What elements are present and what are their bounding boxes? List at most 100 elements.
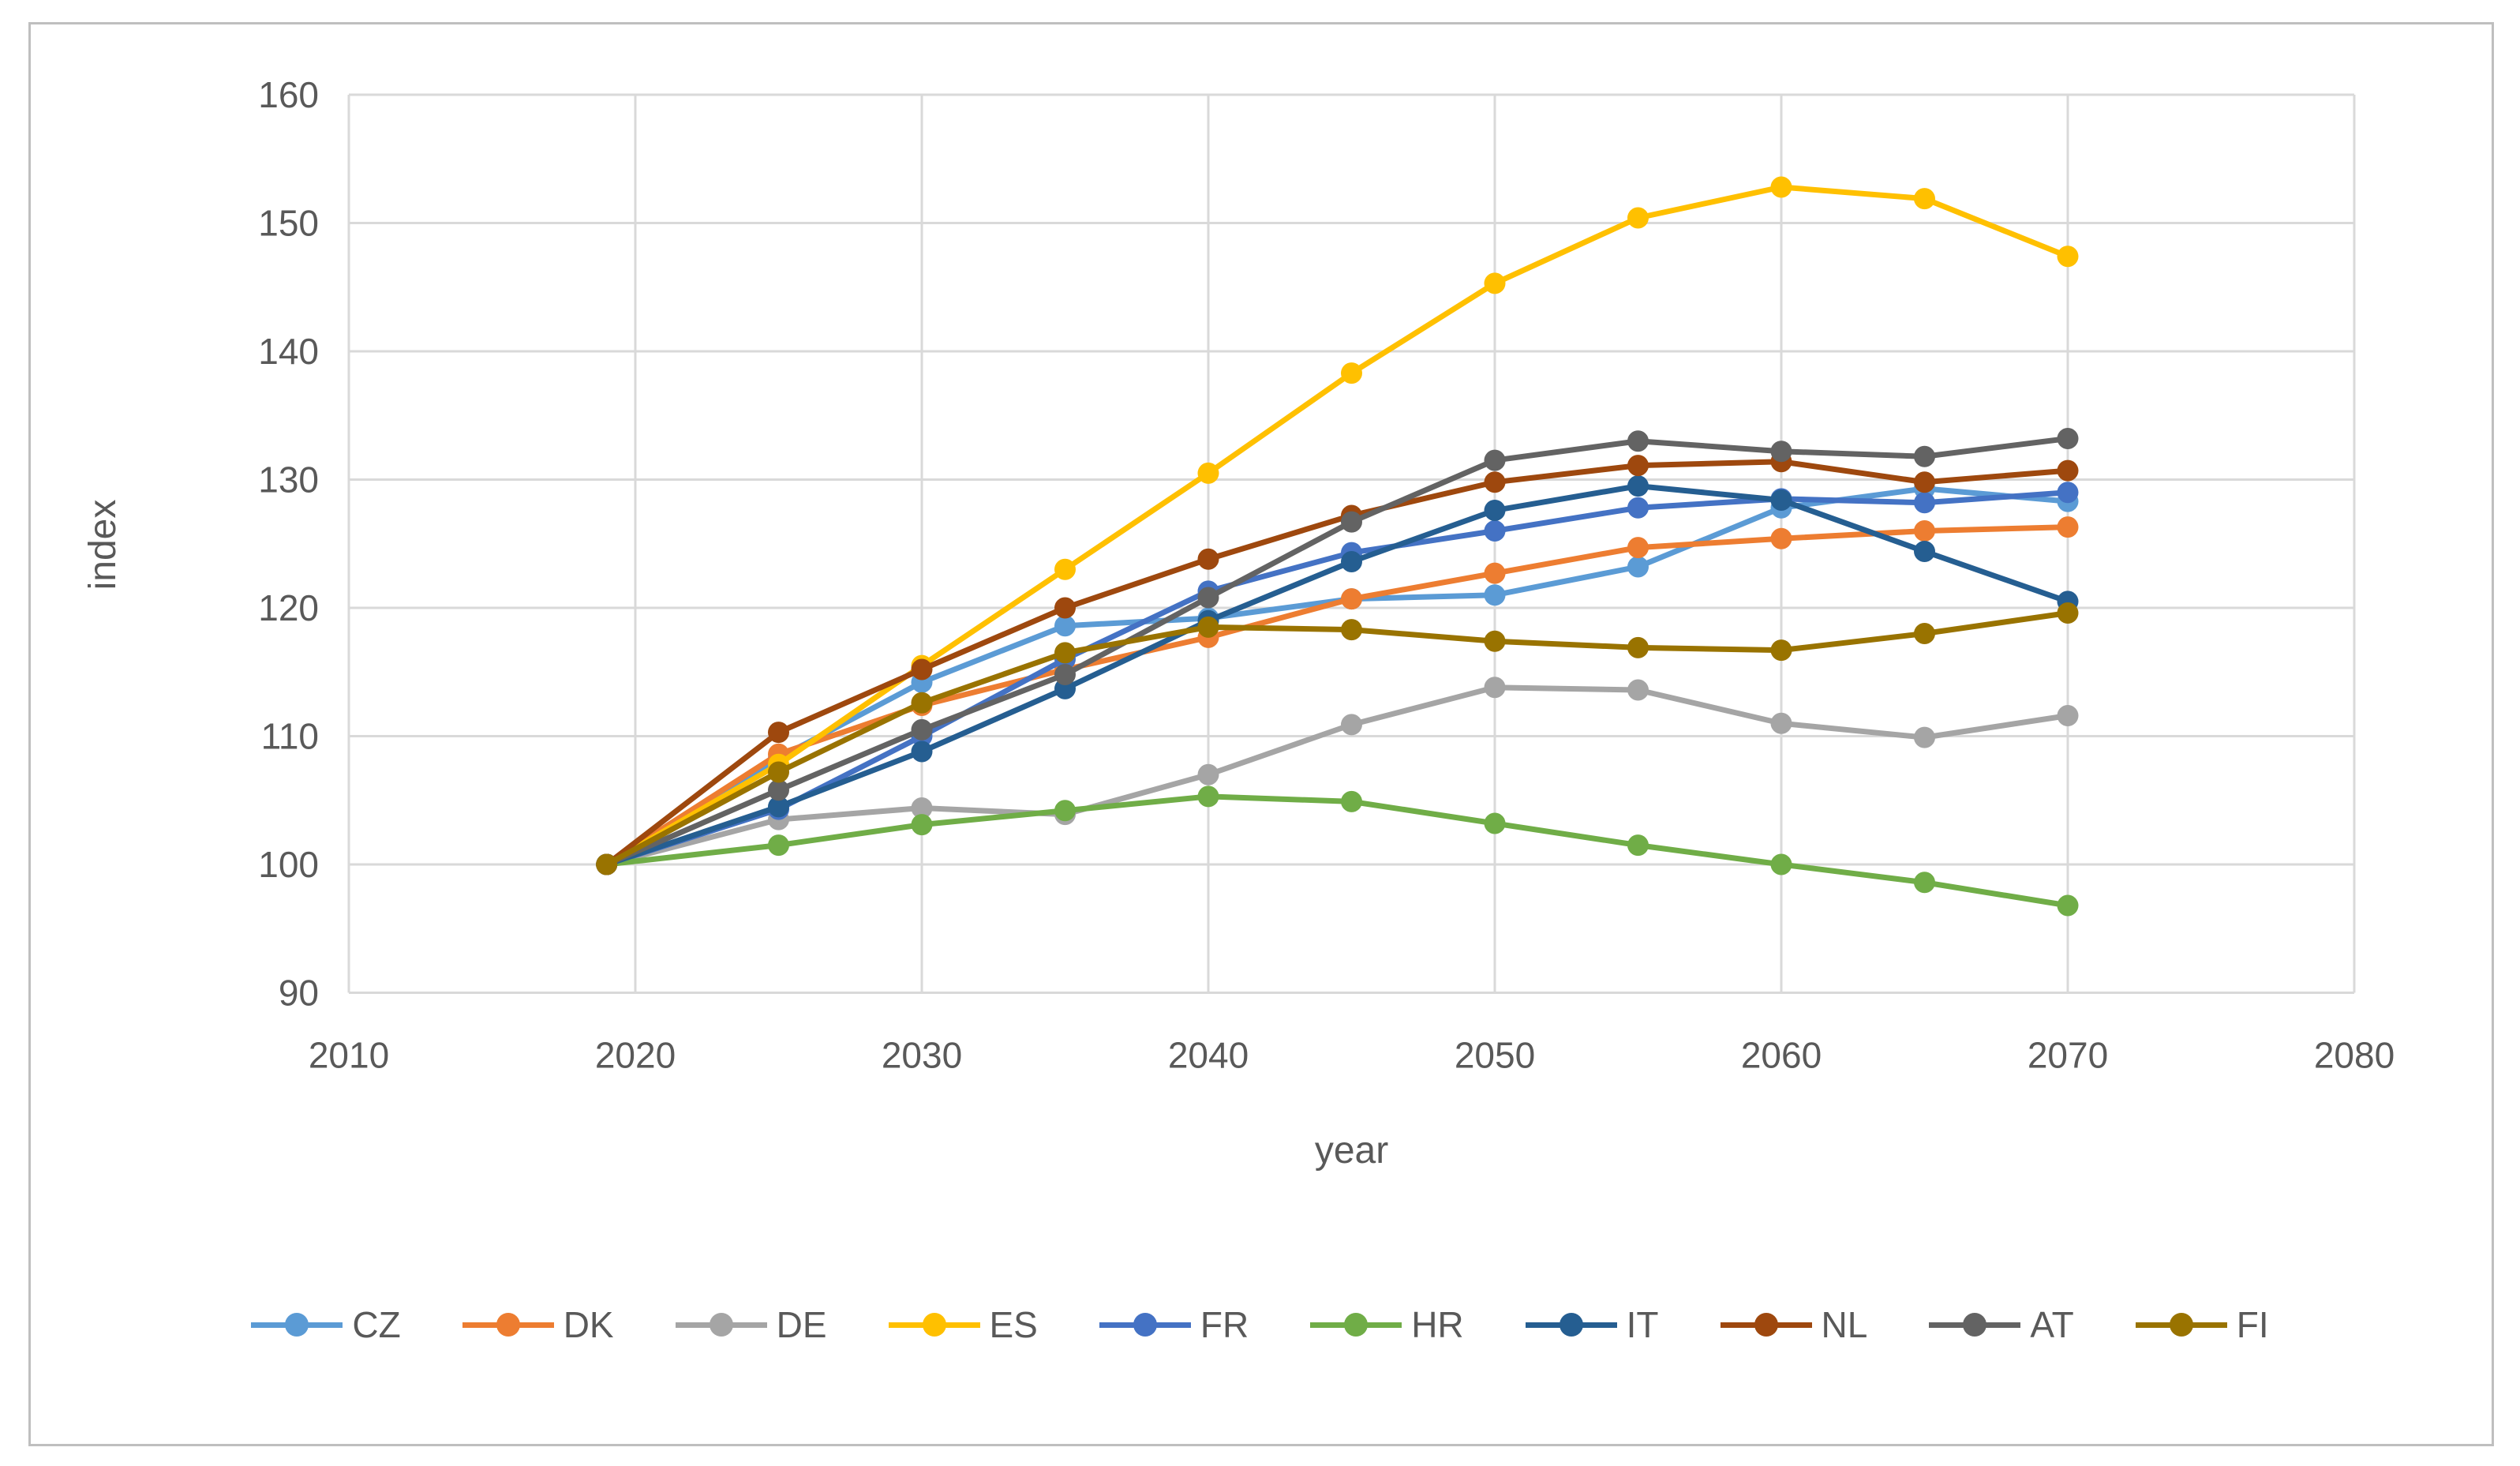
series-marker-HR-2025 (768, 834, 789, 857)
series-marker-DK-2050 (1484, 562, 1506, 584)
y-axis-title-text: index (81, 499, 124, 591)
series-marker-IT-2045 (1341, 551, 1362, 572)
series-marker-IT-2060 (1770, 489, 1792, 511)
legend-item-AT: AT (1929, 1307, 2074, 1343)
series-marker-NL-2050 (1484, 471, 1506, 493)
legend-item-CZ: CZ (251, 1304, 401, 1345)
x-tick-label-2070: 2070 (2028, 1035, 2108, 1076)
x-tick-label-2020: 2020 (595, 1035, 676, 1076)
series-line-FR (604, 489, 2071, 868)
x-tick-label-2080: 2080 (2314, 1035, 2395, 1076)
series-marker-AT-2035 (1054, 664, 1076, 685)
x-axis-title: year (349, 1129, 2354, 1172)
series-marker-DK-2070 (2057, 516, 2079, 538)
series-marker-IT-2025 (768, 796, 789, 818)
y-tick-label-120: 120 (258, 587, 319, 628)
series-marker-FI-2065 (1914, 623, 1935, 644)
series-marker-CZ-2050 (1484, 584, 1506, 606)
legend-label-NL: NL (1821, 1304, 1868, 1345)
legend-item-NL: NL (1720, 1304, 1868, 1345)
series-marker-DK-2060 (1770, 527, 1792, 549)
legend-marker-icon (888, 1312, 980, 1337)
series-marker-HR-2060 (1770, 853, 1792, 875)
series-marker-ES-2065 (1914, 188, 1935, 210)
series-marker-IT-2050 (1484, 500, 1506, 521)
series-marker-IT-2055 (1627, 475, 1649, 497)
series-marker-DK-2055 (1627, 537, 1649, 559)
series-marker-FR-2050 (1484, 520, 1506, 542)
series-marker-AT-2065 (1914, 445, 1935, 467)
series-marker-DE-2060 (1770, 712, 1792, 734)
legend-item-FI: FI (2135, 1304, 2269, 1345)
series-marker-FI-2050 (1484, 630, 1506, 652)
legend-label-HR: HR (1411, 1304, 1464, 1345)
legend-marker-icon (462, 1312, 554, 1337)
series-marker-AT-2050 (1484, 449, 1506, 471)
series-marker-CZ-2055 (1627, 556, 1649, 578)
y-tick-label-130: 130 (258, 459, 319, 501)
x-tick-label-2050: 2050 (1455, 1035, 1535, 1076)
legend-label-FI: FI (2236, 1304, 2269, 1345)
legend-label-IT: IT (1626, 1304, 1659, 1345)
x-tick-label-2060: 2060 (1741, 1035, 1822, 1076)
series-marker-NL-2070 (2057, 459, 2079, 482)
legend-marker-icon (1310, 1312, 1402, 1337)
series-marker-FI-2040 (1197, 616, 1219, 638)
legend-marker-icon (1929, 1312, 2021, 1337)
series-marker-FR-2070 (2057, 482, 2079, 504)
legend-key-dot (285, 1313, 309, 1337)
legend-key-dot (709, 1313, 733, 1337)
series-marker-HR-2040 (1197, 785, 1219, 808)
legend-key-dot (1754, 1313, 1778, 1337)
series-marker-IT-2030 (911, 740, 933, 763)
series-marker-NL-2055 (1627, 455, 1649, 477)
legend-label-CZ: CZ (352, 1304, 401, 1345)
legend-marker-icon (251, 1312, 343, 1337)
series-marker-AT-2055 (1627, 430, 1649, 452)
series-marker-NL-2025 (768, 722, 789, 744)
series-marker-NL-2035 (1054, 597, 1076, 619)
series-marker-DE-2070 (2057, 705, 2079, 726)
series-marker-FI-2035 (1054, 642, 1076, 664)
legend-label-FR: FR (1200, 1304, 1249, 1345)
series-marker-NL-2030 (911, 658, 933, 681)
series-marker-ES-2040 (1197, 462, 1219, 484)
legend-marker-icon (675, 1312, 767, 1337)
series-marker-FI-2045 (1341, 619, 1362, 641)
legend-label-DK: DK (563, 1304, 614, 1345)
chart-legend: CZ DK DE ES FR HR IT NL AT FI (47, 1307, 2473, 1343)
series-marker-NL-2065 (1914, 471, 1935, 493)
series-marker-HR-2030 (911, 814, 933, 836)
series-marker-FI-2070 (2057, 602, 2079, 624)
series-marker-HR-2070 (2057, 894, 2079, 917)
x-tick-label-2010: 2010 (309, 1035, 389, 1076)
series-marker-DE-2030 (911, 797, 933, 819)
legend-key-dot (1344, 1313, 1369, 1337)
series-marker-HR-2065 (1914, 872, 1935, 894)
y-tick-label-100: 100 (258, 844, 319, 885)
legend-key-dot (1963, 1313, 1987, 1337)
legend-item-FR: FR (1099, 1307, 1249, 1343)
series-marker-HR-2035 (1054, 800, 1076, 822)
series-marker-FI-2055 (1627, 636, 1649, 658)
legend-marker-icon (1720, 1312, 1812, 1337)
legend-key-dot (922, 1313, 946, 1337)
legend-label-DE: DE (776, 1304, 827, 1345)
legend-item-DK: DK (462, 1307, 614, 1343)
x-tick-label-2030: 2030 (882, 1035, 962, 1076)
legend-marker-icon (1525, 1312, 1617, 1337)
series-marker-FI-2060 (1770, 639, 1792, 662)
series-marker-DE-2050 (1484, 677, 1506, 699)
series-marker-DE-2040 (1197, 763, 1219, 785)
series-marker-ES-2055 (1627, 207, 1649, 229)
y-tick-label-150: 150 (258, 203, 319, 244)
series-marker-DK-2045 (1341, 588, 1362, 610)
y-axis-title: index (32, 500, 174, 591)
series-marker-ES-2060 (1770, 176, 1792, 198)
series-marker-ES-2035 (1054, 558, 1076, 580)
series-marker-DE-2065 (1914, 726, 1935, 748)
y-tick-label-90: 90 (279, 973, 319, 1014)
legend-item-HR: HR (1310, 1304, 1464, 1345)
legend-item-IT: IT (1525, 1304, 1659, 1345)
